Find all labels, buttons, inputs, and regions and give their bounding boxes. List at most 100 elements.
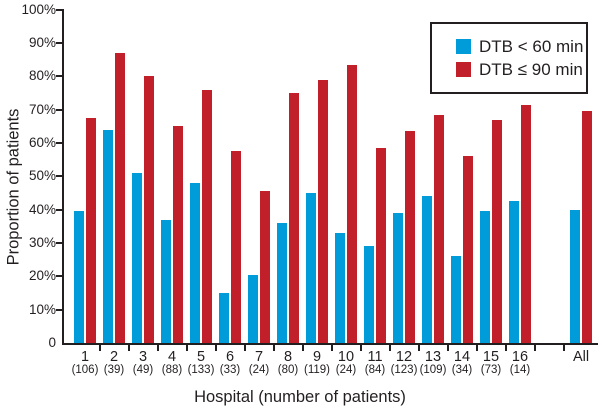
y-tick-label-40: 40%: [28, 201, 56, 217]
x-category-13: 13: [424, 349, 442, 365]
bar-dtb-le-90-16: [521, 104, 531, 343]
bar-dtb-le-90-14: [463, 156, 473, 343]
y-tick-label-0: 0: [48, 335, 56, 350]
y-tick-label-90: 90%: [28, 35, 56, 50]
x-category-3: 3: [138, 349, 148, 365]
y-tick-label-80: 80%: [28, 68, 56, 84]
x-tick: [98, 345, 101, 351]
legend-item-dtb-lt-60: DTB < 60 min: [456, 36, 586, 56]
x-count-4: (88): [161, 364, 183, 376]
legend-item-dtb-le-90: DTB ≤ 90 min: [456, 59, 586, 79]
x-count-10: (24): [335, 364, 357, 376]
x-category-9: 9: [312, 349, 322, 365]
bar-dtb-lt-60-14: [451, 256, 461, 343]
bar-dtb-le-90-All: [582, 111, 592, 343]
y-tick-label-10: 10%: [28, 301, 56, 317]
x-category-5: 5: [196, 349, 206, 365]
x-category-10: 10: [337, 349, 355, 365]
bar-dtb-le-90-3: [144, 76, 154, 343]
bar-dtb-lt-60-2: [103, 129, 113, 343]
x-count-13: (109): [419, 364, 447, 376]
x-tick: [185, 345, 188, 351]
x-category-6: 6: [225, 349, 235, 365]
x-tick: [504, 345, 507, 351]
x-tick: [533, 345, 536, 351]
bar-dtb-le-90-9: [318, 79, 328, 343]
legend-swatch-red: [456, 62, 471, 77]
bar-dtb-lt-60-15: [480, 211, 490, 343]
bar-dtb-lt-60-12: [393, 213, 403, 343]
y-axis-line: [62, 9, 64, 345]
bar-dtb-le-90-4: [173, 126, 183, 343]
bar-dtb-lt-60-3: [132, 173, 142, 343]
x-category-15: 15: [482, 349, 500, 365]
bar-dtb-le-90-15: [492, 119, 502, 343]
y-tick-label-50: 50%: [28, 168, 56, 184]
x-category-11: 11: [367, 349, 383, 365]
x-tick: [359, 345, 362, 351]
x-count-6: (33): [219, 364, 241, 376]
x-category-2: 2: [109, 349, 119, 365]
bar-dtb-lt-60-5: [190, 183, 200, 343]
y-tick-label-70: 70%: [28, 101, 56, 117]
legend: DTB < 60 min DTB ≤ 90 min: [430, 22, 588, 94]
bar-dtb-le-90-10: [347, 64, 357, 343]
bar-dtb-lt-60-4: [161, 219, 171, 343]
y-tick-60: [56, 142, 62, 144]
bar-dtb-le-90-8: [289, 93, 299, 343]
legend-label-dtb-le-90: DTB ≤ 90 min: [479, 59, 583, 79]
bar-dtb-lt-60-7: [248, 274, 258, 343]
x-count-7: (24): [248, 364, 270, 376]
bar-dtb-le-90-13: [434, 114, 444, 343]
y-tick-100: [56, 8, 62, 11]
x-category-12: 12: [395, 349, 413, 365]
x-tick: [417, 345, 420, 351]
x-axis-line: [62, 343, 598, 345]
y-tick-label-100: 100%: [21, 1, 56, 17]
bar-dtb-lt-60-6: [219, 293, 229, 343]
x-tick: [214, 345, 217, 351]
y-tick-20: [56, 275, 62, 278]
y-tick-70: [56, 108, 62, 111]
bar-dtb-lt-60-11: [364, 246, 374, 343]
x-count-12: (123): [390, 364, 418, 376]
x-count-16: (14): [509, 364, 531, 376]
bar-dtb-lt-60-All: [570, 209, 580, 343]
bar-dtb-lt-60-9: [306, 193, 316, 343]
bar-dtb-lt-60-10: [335, 233, 345, 343]
bar-dtb-le-90-1: [86, 118, 96, 343]
x-axis-title: Hospital (number of patients): [194, 388, 406, 406]
bar-dtb-le-90-7: [260, 191, 270, 343]
x-category-16: 16: [511, 349, 529, 365]
y-tick-90: [56, 42, 62, 44]
legend-swatch-blue: [456, 39, 471, 54]
x-tick: [127, 345, 130, 351]
x-count-14: (34): [451, 364, 473, 376]
y-tick-10: [56, 308, 62, 311]
bar-dtb-le-90-6: [231, 151, 241, 343]
bar-dtb-le-90-2: [115, 53, 125, 343]
x-count-1: (106): [71, 364, 99, 376]
x-tick: [388, 345, 391, 351]
bar-dtb-lt-60-13: [422, 196, 432, 343]
x-count-11: (84): [364, 364, 386, 376]
x-count-15: (73): [480, 364, 502, 376]
y-tick-label-20: 20%: [28, 268, 56, 284]
y-axis-title: Proportion of patients: [4, 108, 23, 266]
y-tick-40: [56, 208, 62, 211]
x-category-14: 14: [453, 349, 471, 365]
x-category-8: 8: [283, 349, 293, 365]
x-category-7: 7: [254, 349, 264, 365]
x-category-All: All: [572, 349, 590, 365]
bar-dtb-lt-60-8: [277, 223, 287, 343]
y-tick-label-60: 60%: [28, 135, 56, 150]
x-count-9: (119): [304, 364, 330, 376]
bar-dtb-lt-60-1: [74, 211, 84, 343]
x-tick: [272, 345, 275, 351]
x-tick: [475, 345, 478, 351]
x-count-5: (133): [187, 364, 215, 376]
y-tick-80: [56, 75, 62, 78]
legend-label-dtb-lt-60: DTB < 60 min: [479, 36, 584, 56]
x-tick: [562, 345, 565, 351]
